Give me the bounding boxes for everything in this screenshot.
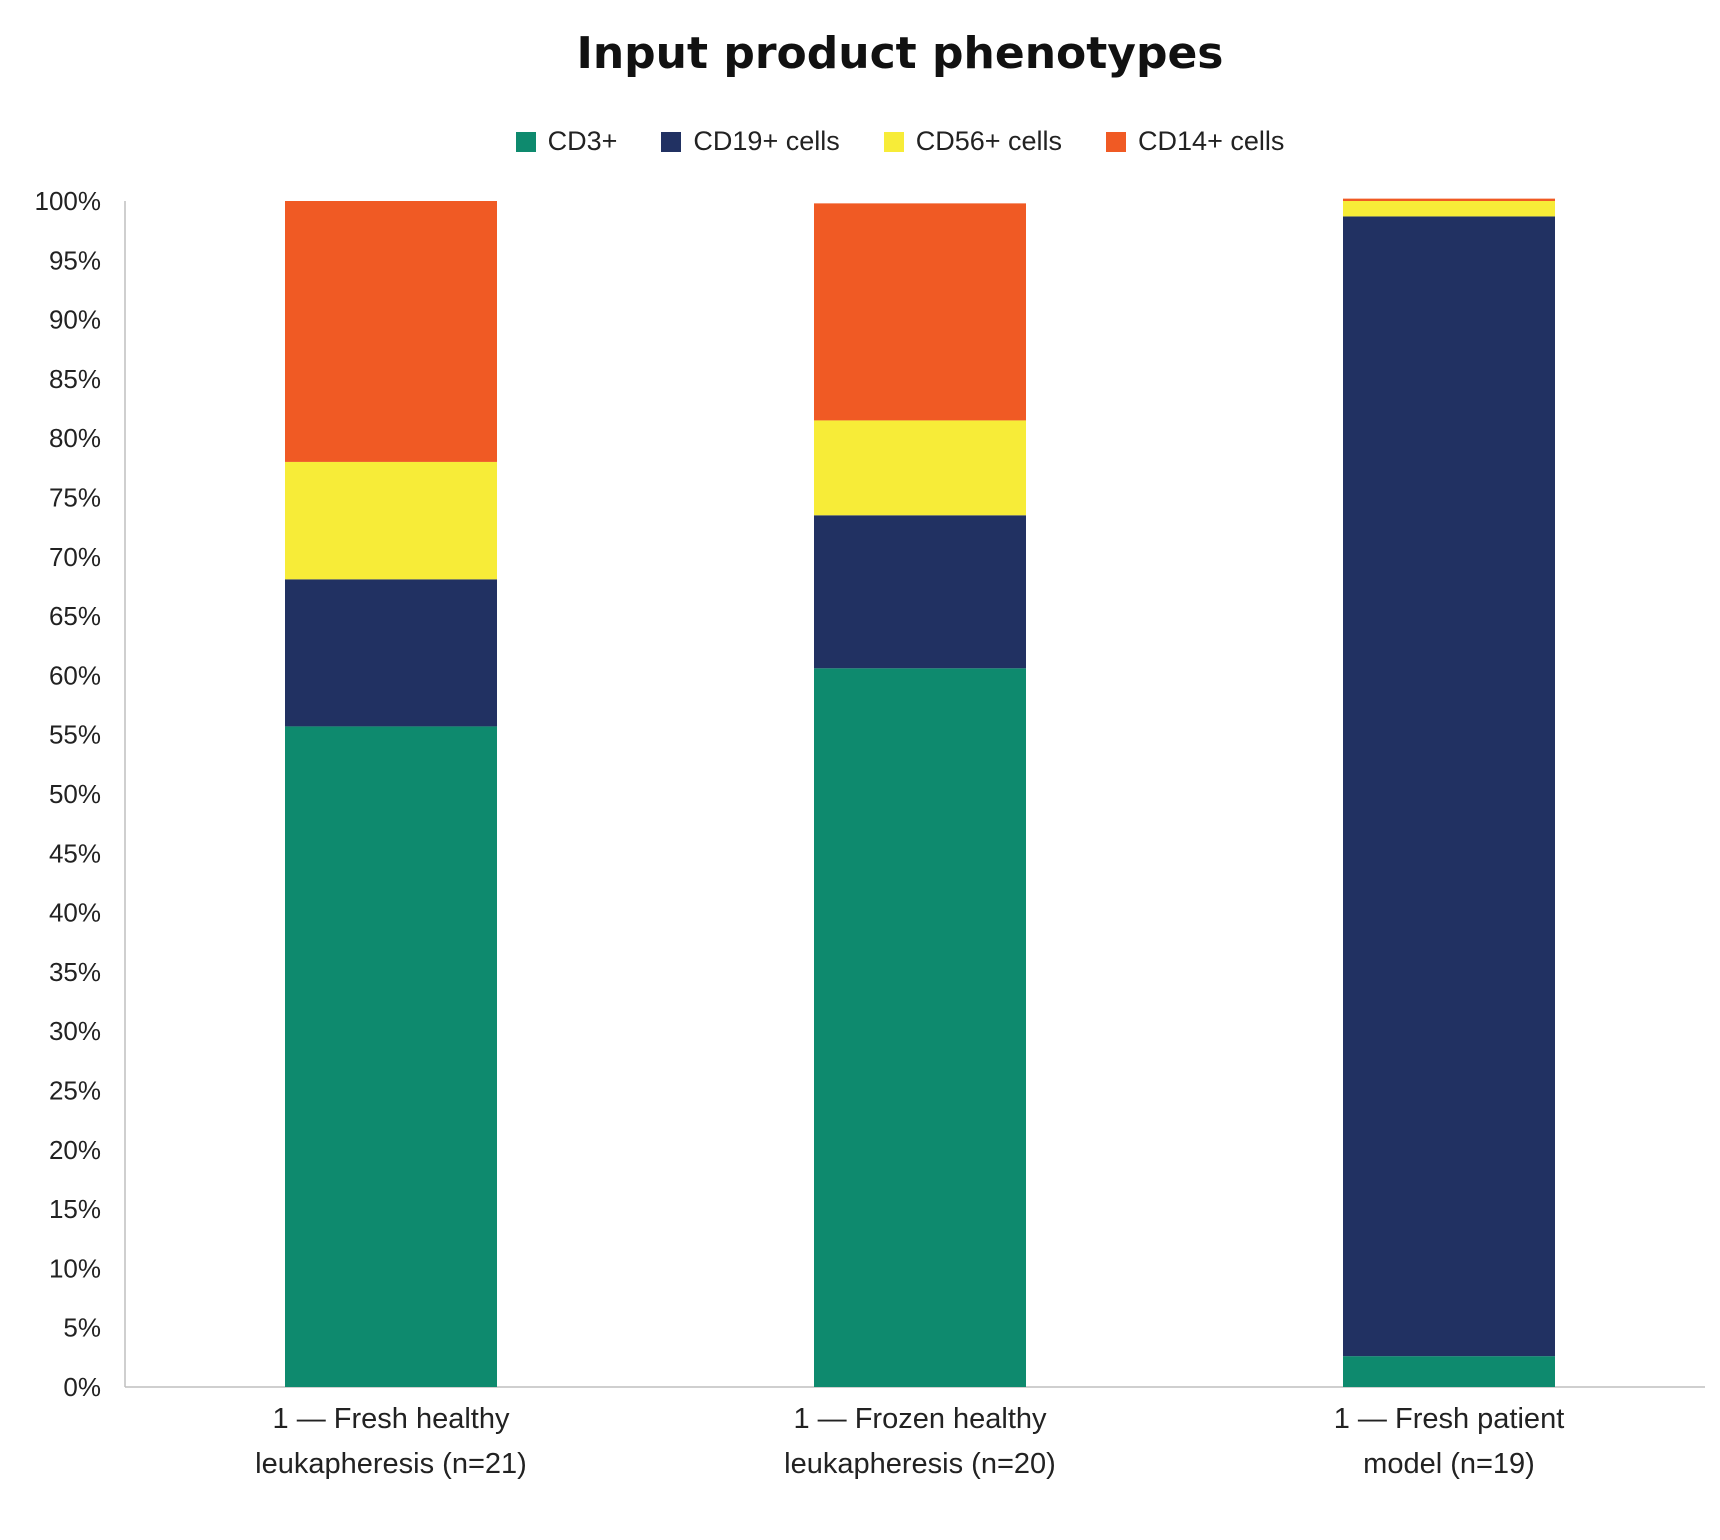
y-tick-label: 90% xyxy=(49,305,101,335)
legend-swatch-cd56 xyxy=(883,131,904,152)
y-tick-label: 60% xyxy=(49,660,101,690)
legend-item-cd19: CD19+ cells xyxy=(661,126,840,157)
legend-label-cd3: CD3+ xyxy=(547,126,618,156)
legend-swatch-cd19 xyxy=(661,131,682,152)
x-category-label: 1 — Frozen healthy leukapheresis (n=20) xyxy=(784,1403,1056,1480)
y-tick-label: 35% xyxy=(49,957,101,987)
chart-title: Input product phenotypes xyxy=(576,28,1224,79)
y-tick-label: 95% xyxy=(49,245,101,275)
bar-segment-cd19cells xyxy=(285,579,497,727)
y-tick-label: 40% xyxy=(49,898,101,928)
x-category-label-line: 1 — Fresh patient xyxy=(1334,1403,1565,1435)
y-tick-label: 70% xyxy=(49,542,101,572)
legend-label-cd19: CD19+ cells xyxy=(693,126,840,156)
legend-label-cd56: CD56+ cells xyxy=(915,126,1063,156)
legend-swatch-cd3 xyxy=(515,131,536,152)
x-category-label-line: 1 — Frozen healthy xyxy=(793,1403,1047,1435)
y-tick-label: 100% xyxy=(35,186,102,216)
bar-segment-cd56cells xyxy=(285,461,497,580)
y-tick-label: 10% xyxy=(49,1253,101,1283)
bar-segment-cd19cells xyxy=(814,515,1026,669)
bar-segment-cd56cells xyxy=(1343,201,1555,217)
bar-segment-cd56cells xyxy=(814,420,1026,516)
y-tick-label: 45% xyxy=(49,838,101,868)
y-tick-label: 20% xyxy=(49,1135,101,1165)
bar-segment-cd14cells xyxy=(1343,198,1555,201)
y-tick-label: 55% xyxy=(49,720,101,750)
bar-segment-cd19cells xyxy=(1343,216,1555,1357)
y-tick-label: 65% xyxy=(49,601,101,631)
bar-segment-cd14cells xyxy=(814,203,1026,421)
bar-segment-cd3 xyxy=(814,668,1026,1387)
legend: CD3+ CD19+ cells CD56+ cells CD14+ cells xyxy=(0,126,1720,157)
y-tick-label: 85% xyxy=(49,364,101,394)
y-tick-label: 75% xyxy=(49,483,101,513)
x-category-label-line: 1 — Fresh healthy xyxy=(273,1403,510,1435)
bar-segment-cd14cells xyxy=(285,201,497,462)
x-category-label-line: leukapheresis (n=20) xyxy=(784,1448,1056,1480)
bar-segment-cd3 xyxy=(285,726,497,1387)
x-category-label-line: leukapheresis (n=21) xyxy=(255,1448,527,1480)
y-tick-label: 30% xyxy=(49,1016,101,1046)
x-category-label: 1 — Fresh patient model (n=19) xyxy=(1334,1403,1565,1480)
bar-segment-cd3 xyxy=(1343,1356,1555,1387)
legend-item-cd14: CD14+ cells xyxy=(1106,126,1284,157)
legend-label-cd14: CD14+ cells xyxy=(1138,126,1285,156)
y-tick-label: 5% xyxy=(63,1313,101,1343)
y-tick-label: 0% xyxy=(63,1372,101,1402)
y-tick-label: 80% xyxy=(49,423,101,453)
legend-item-cd3: CD3+ xyxy=(515,126,618,157)
legend-swatch-cd14 xyxy=(1106,131,1127,152)
legend-item-cd56: CD56+ cells xyxy=(883,126,1063,157)
y-tick-label: 15% xyxy=(49,1194,101,1224)
x-category-label: 1 — Fresh healthy leukapheresis (n=21) xyxy=(255,1403,527,1480)
y-tick-label: 25% xyxy=(49,1076,101,1106)
y-tick-label: 50% xyxy=(49,779,101,809)
x-category-label-line: model (n=19) xyxy=(1363,1448,1535,1480)
